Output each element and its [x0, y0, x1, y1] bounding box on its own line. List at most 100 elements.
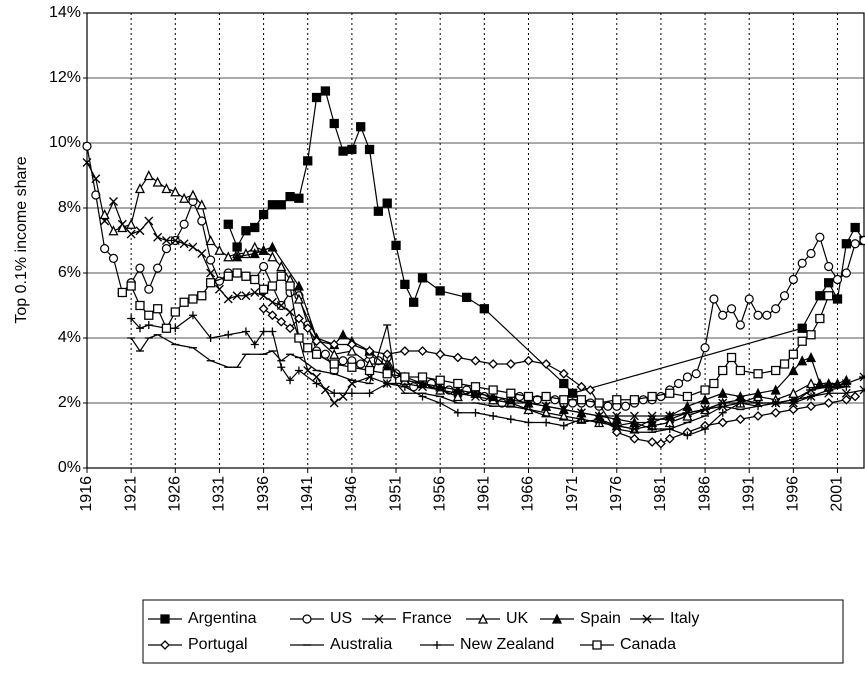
marker — [806, 401, 816, 412]
marker — [550, 395, 560, 405]
marker — [400, 382, 409, 391]
marker — [241, 291, 251, 301]
marker — [285, 307, 295, 317]
marker — [285, 323, 295, 334]
marker — [117, 287, 127, 298]
marker — [205, 235, 216, 246]
marker — [788, 404, 799, 415]
marker — [558, 404, 569, 415]
legend-label: Portugal — [188, 636, 248, 653]
x-tick-label: 1976 — [608, 476, 625, 512]
legend-marker — [160, 614, 170, 624]
marker — [752, 387, 764, 398]
marker — [276, 271, 286, 281]
marker — [267, 281, 278, 291]
marker — [638, 395, 648, 405]
marker — [489, 412, 498, 420]
marker — [223, 271, 233, 281]
marker — [311, 349, 322, 359]
marker — [223, 294, 233, 304]
marker — [241, 327, 250, 336]
marker — [700, 343, 710, 353]
marker — [797, 323, 807, 333]
marker — [753, 310, 763, 320]
marker — [108, 253, 119, 263]
marker — [515, 391, 525, 402]
marker — [312, 379, 321, 388]
marker — [382, 369, 392, 379]
marker — [126, 218, 137, 229]
marker — [417, 378, 428, 389]
marker — [250, 340, 259, 349]
marker — [99, 209, 110, 220]
marker — [815, 313, 825, 324]
marker — [700, 385, 710, 395]
y-tick-label: 10% — [49, 134, 81, 151]
marker — [134, 183, 146, 194]
marker — [293, 313, 304, 324]
marker — [258, 209, 269, 220]
marker — [127, 314, 136, 323]
marker — [267, 310, 278, 321]
marker — [612, 395, 622, 405]
legend-marker — [592, 640, 602, 650]
y-tick-label: 8% — [58, 199, 81, 216]
marker — [806, 330, 816, 340]
marker — [656, 391, 666, 402]
marker — [329, 118, 339, 129]
x-tick-label: 1966 — [520, 476, 537, 512]
marker — [762, 310, 772, 320]
marker — [232, 268, 242, 278]
marker — [532, 395, 542, 405]
marker — [311, 92, 322, 103]
marker — [452, 391, 463, 402]
marker — [718, 408, 727, 417]
marker — [435, 286, 445, 296]
marker — [753, 369, 763, 379]
legend-marker — [160, 640, 170, 650]
marker — [135, 300, 145, 311]
marker — [232, 291, 242, 301]
x-tick-label: 1936 — [255, 476, 272, 512]
marker — [161, 244, 172, 254]
marker — [286, 376, 295, 385]
marker — [188, 311, 197, 320]
legend-label: France — [402, 610, 452, 627]
marker — [347, 144, 357, 155]
marker — [700, 394, 711, 405]
marker — [789, 399, 798, 407]
marker — [717, 387, 728, 398]
marker — [665, 425, 674, 433]
marker — [470, 387, 481, 398]
marker — [568, 398, 578, 408]
series-line — [598, 376, 865, 430]
marker — [382, 349, 393, 360]
legend-marker — [374, 614, 384, 624]
legend-marker — [642, 614, 652, 624]
legend-marker — [551, 613, 563, 624]
legend-label: Spain — [580, 610, 621, 627]
marker — [250, 222, 260, 233]
series-line — [227, 89, 865, 394]
marker — [850, 239, 860, 249]
y-tick-label: 4% — [58, 329, 81, 346]
marker — [205, 278, 216, 288]
marker — [153, 263, 163, 273]
marker — [250, 274, 260, 285]
marker — [664, 414, 675, 424]
marker — [206, 268, 216, 278]
marker — [523, 391, 534, 402]
marker — [338, 146, 348, 156]
marker — [682, 391, 693, 402]
marker — [179, 192, 190, 203]
marker — [718, 365, 728, 376]
marker — [841, 239, 851, 249]
marker — [320, 349, 330, 359]
marker — [91, 174, 101, 184]
marker — [788, 349, 799, 359]
marker — [709, 378, 719, 389]
marker — [735, 414, 746, 425]
marker — [471, 408, 480, 417]
marker — [595, 418, 604, 427]
